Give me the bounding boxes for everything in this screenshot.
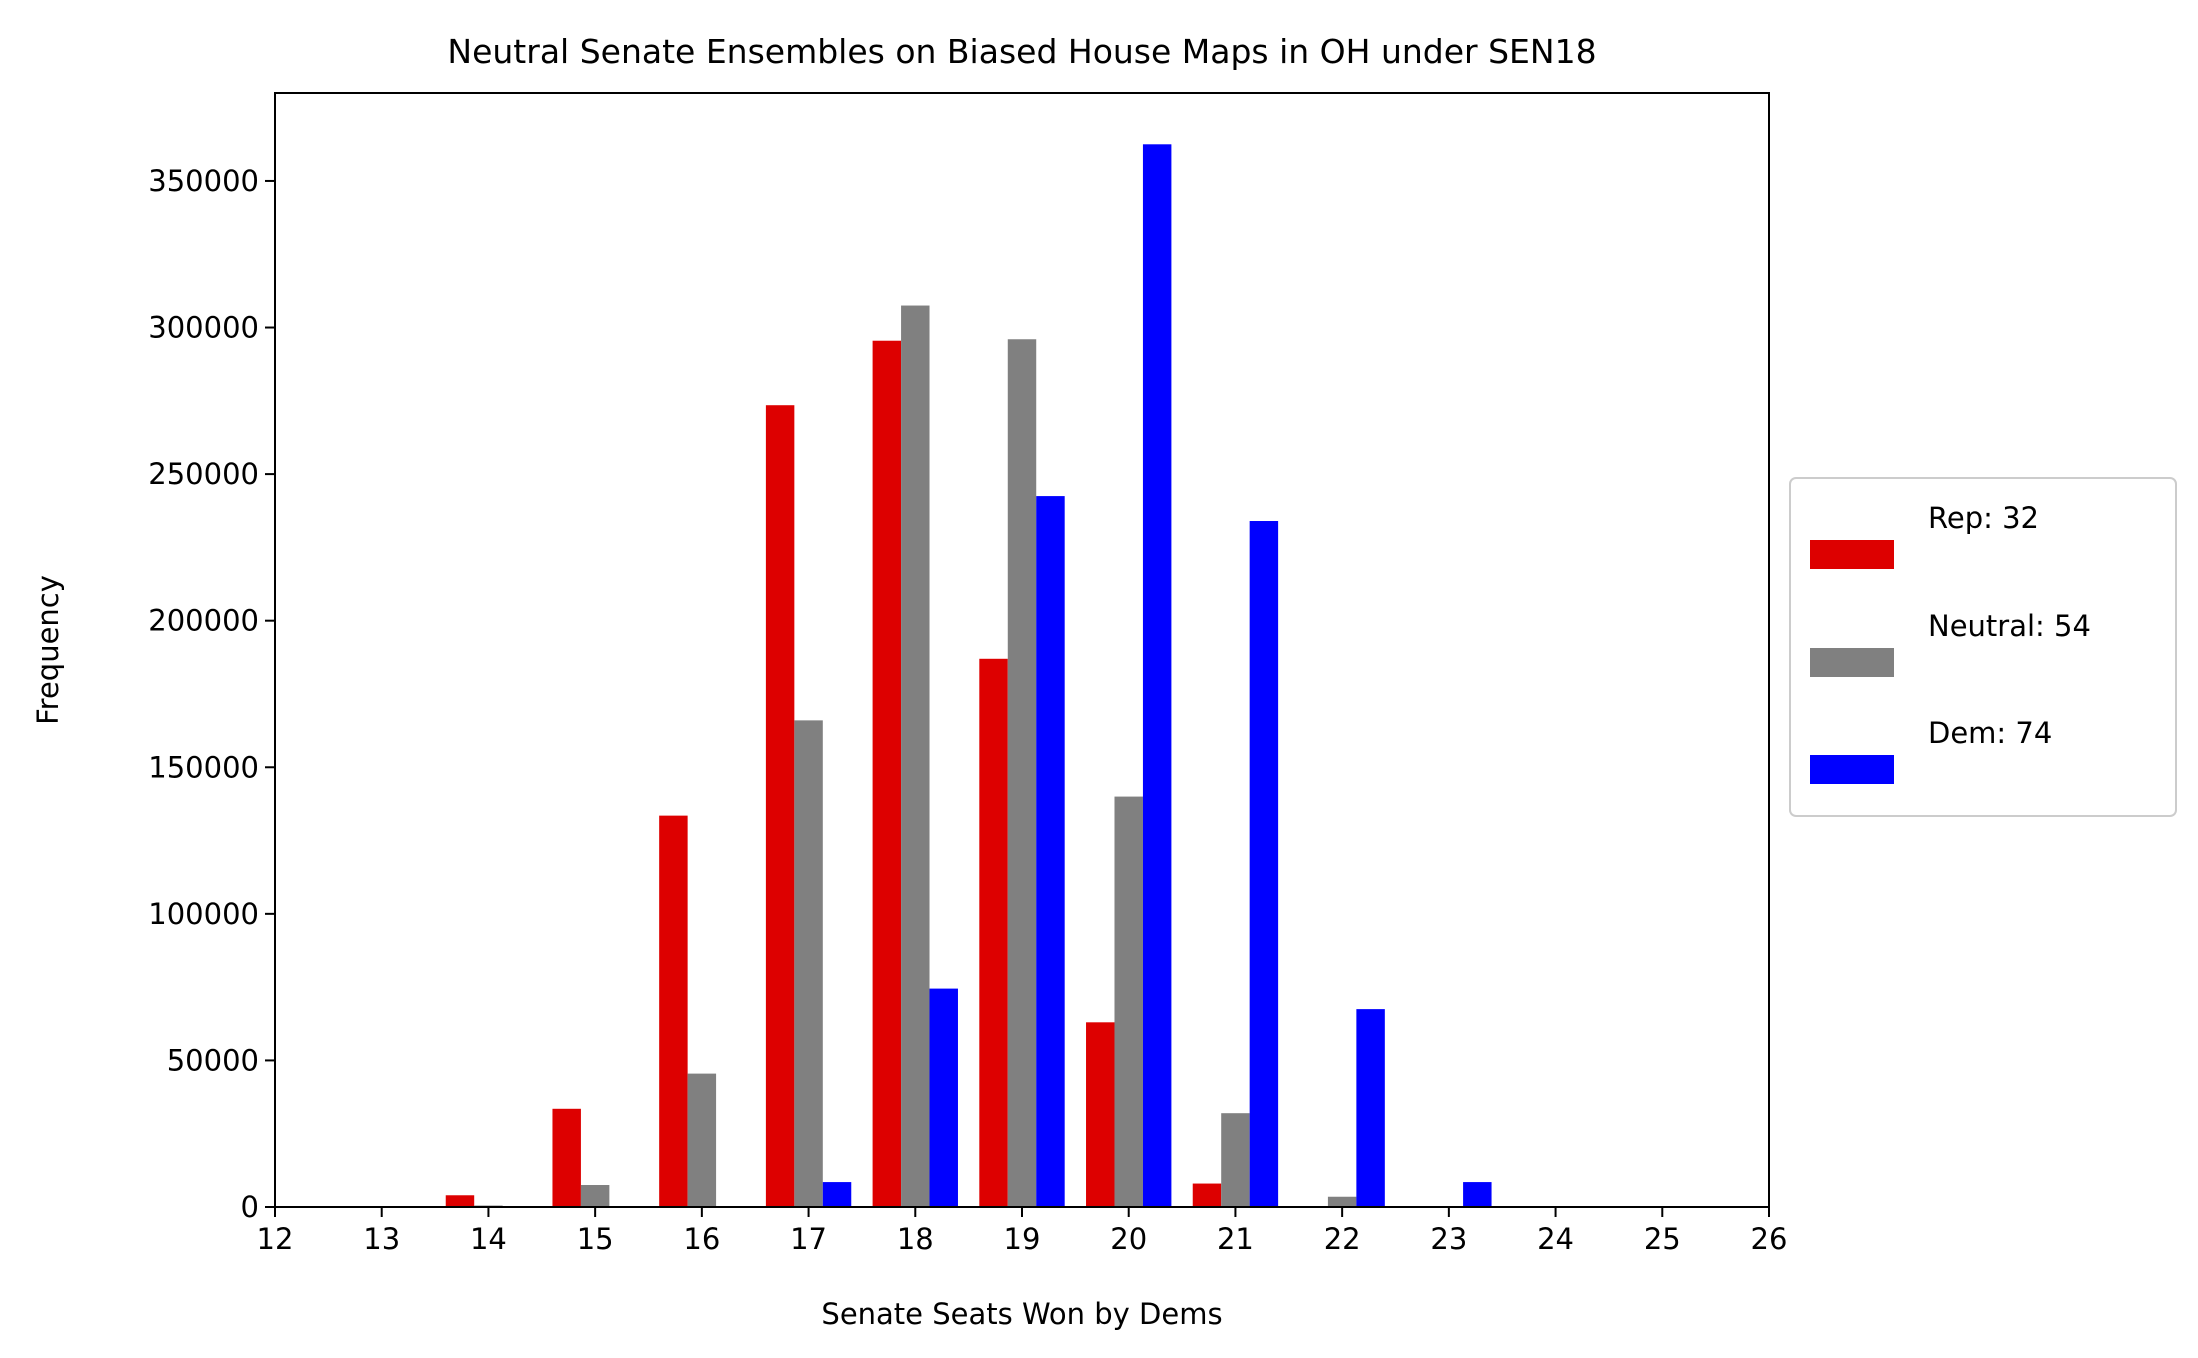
bar-dem-22	[1356, 1009, 1385, 1207]
bar-rep-21	[1192, 1183, 1222, 1207]
bar-dem-18	[929, 988, 958, 1207]
y-axis-label: Frequency	[31, 575, 65, 725]
bar-neutral-18	[901, 305, 930, 1207]
x-tick-label-19: 19	[1004, 1222, 1041, 1256]
bar-rep-18	[872, 340, 902, 1208]
chart-title: Neutral Senate Ensembles on Biased House…	[447, 32, 1596, 71]
x-axis-ticks: 12 13 14 15 16 17 18 19 20 21 22 23 24 25 26	[257, 1207, 1788, 1256]
x-tick-label-13: 13	[363, 1222, 400, 1256]
legend-label-2: Dem: 74	[1928, 716, 2052, 750]
bar-neutral-19	[1007, 339, 1037, 1207]
x-tick-label-22: 22	[1324, 1222, 1361, 1256]
legend-label-1: Neutral: 54	[1928, 609, 2091, 643]
bar-dem-17	[822, 1182, 852, 1207]
y-tick-label-250000: 250000	[148, 457, 259, 491]
x-tick-label-24: 24	[1537, 1222, 1574, 1256]
y-tick-label-350000: 350000	[148, 164, 259, 198]
y-tick-label-50000: 50000	[167, 1043, 259, 1077]
bar-neutral-20	[1114, 796, 1143, 1207]
bar-dem-19	[1036, 496, 1065, 1208]
bars-group	[445, 144, 1492, 1208]
x-tick-label-15: 15	[577, 1222, 614, 1256]
bar-rep-15	[552, 1108, 581, 1207]
x-tick-label-26: 26	[1751, 1222, 1788, 1256]
x-tick-label-14: 14	[470, 1222, 507, 1256]
y-axis-ticks: 0 50000 100000 150000 200000 250000 300000 3500…	[148, 164, 275, 1224]
bar-neutral-16	[687, 1073, 717, 1207]
bar-dem-20	[1142, 144, 1172, 1207]
x-tick-label-23: 23	[1430, 1222, 1467, 1256]
bar-rep-17	[765, 405, 795, 1208]
legend-label-0: Rep: 32	[1928, 501, 2039, 535]
y-tick-label-150000: 150000	[148, 750, 259, 784]
y-tick-label-200000: 200000	[148, 604, 259, 638]
bar-neutral-17	[794, 720, 823, 1207]
bar-neutral-22	[1327, 1196, 1357, 1207]
bar-rep-16	[659, 815, 688, 1207]
x-tick-label-21: 21	[1217, 1222, 1254, 1256]
x-tick-label-12: 12	[257, 1222, 294, 1256]
legend: Rep: 32 Neutral: 54 Dem: 74	[1789, 477, 2177, 817]
x-tick-label-20: 20	[1110, 1222, 1147, 1256]
bar-dem-21	[1249, 521, 1279, 1207]
legend-swatch-1	[1810, 648, 1894, 677]
x-axis-label: Senate Seats Won by Dems	[821, 1297, 1222, 1331]
legend-swatch-2	[1810, 755, 1894, 784]
x-tick-label-17: 17	[790, 1222, 827, 1256]
legend-swatch-0	[1810, 540, 1894, 569]
bar-dem-23	[1463, 1182, 1492, 1207]
bar-rep-20	[1086, 1022, 1115, 1207]
y-tick-label-0: 0	[241, 1190, 259, 1224]
bar-neutral-15	[580, 1185, 610, 1207]
x-tick-label-16: 16	[683, 1222, 720, 1256]
x-tick-label-25: 25	[1644, 1222, 1681, 1256]
y-tick-label-300000: 300000	[148, 311, 259, 345]
y-tick-label-100000: 100000	[148, 897, 259, 931]
bar-rep-19	[979, 658, 1008, 1207]
bar-rep-14	[445, 1195, 475, 1207]
x-tick-label-18: 18	[897, 1222, 934, 1256]
bar-neutral-21	[1221, 1113, 1250, 1207]
